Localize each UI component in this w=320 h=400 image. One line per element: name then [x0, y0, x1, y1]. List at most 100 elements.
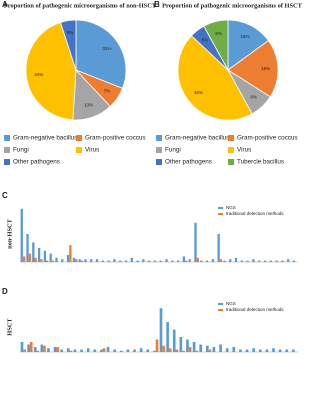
bar: [90, 259, 93, 262]
legend-swatch: [4, 135, 10, 141]
bar: [95, 259, 99, 262]
legend-label: NGS: [226, 301, 236, 306]
bar: [32, 242, 35, 262]
bar: [168, 348, 172, 352]
bar: [153, 350, 156, 352]
bar: [107, 260, 110, 262]
pie-slice: [75, 19, 127, 89]
bar: [29, 342, 33, 352]
bar: [102, 348, 106, 352]
bar: [51, 260, 55, 262]
pie-slice: [203, 19, 229, 71]
legend-label: Gram-negative bacillus: [13, 135, 77, 142]
bar: [175, 349, 179, 352]
legend-label: Virus: [85, 147, 99, 154]
bar: [66, 348, 70, 352]
legend-label: traditional detection methods: [226, 307, 284, 312]
panel-label: D: [2, 287, 8, 296]
legend-swatch: [228, 135, 234, 141]
y-axis-label: non-HSCT: [6, 218, 13, 249]
legend-swatch: [218, 303, 223, 305]
bar: [281, 260, 284, 262]
bar: [269, 260, 272, 262]
bar: [37, 248, 41, 262]
bar: [196, 257, 199, 262]
bar: [101, 260, 104, 262]
pie-label: 5%: [202, 38, 209, 43]
bar: [153, 260, 157, 262]
bar: [40, 259, 43, 262]
bar: [171, 260, 174, 262]
bar: [265, 349, 269, 352]
bar: [126, 349, 130, 352]
bar: [205, 260, 209, 262]
legend-label: Gram-negative bacillus: [165, 135, 229, 142]
bar: [192, 342, 196, 352]
legend-swatch: [4, 159, 10, 165]
bar: [186, 339, 189, 352]
bar: [27, 344, 30, 352]
bar: [217, 234, 220, 262]
bar: [119, 350, 123, 352]
bar: [136, 260, 139, 262]
panel-label: C: [2, 191, 8, 200]
pie-label: 13%: [84, 102, 93, 107]
bar: [172, 329, 176, 352]
bar: [86, 348, 90, 352]
pie-label: 8%: [215, 31, 222, 36]
bar: [239, 349, 242, 352]
bar: [212, 347, 216, 352]
bar: [28, 253, 32, 262]
bar: [20, 342, 24, 352]
legend-label: traditional detection methods: [226, 211, 284, 216]
pie-label: 19%: [261, 66, 270, 71]
legend-swatch: [4, 147, 10, 153]
legend-swatch: [218, 309, 223, 311]
bar: [246, 260, 249, 262]
bar: [292, 260, 296, 262]
bar: [165, 259, 168, 262]
bar: [34, 257, 37, 262]
bar: [66, 255, 70, 262]
legend-swatch: [218, 213, 223, 215]
bar: [240, 260, 243, 262]
bar: [232, 347, 236, 352]
bar: [113, 259, 116, 262]
bar: [60, 349, 64, 352]
pie-slice: [60, 19, 77, 71]
bar: [84, 259, 87, 262]
bar: [252, 259, 255, 262]
bar: [182, 350, 185, 352]
legend-label: NGS: [226, 205, 236, 210]
bar: [195, 350, 199, 352]
bar: [225, 348, 229, 352]
bar: [100, 349, 103, 352]
chart-title: Proportion of pathogenic microorganisms …: [4, 2, 157, 9]
pie-slice: [227, 40, 279, 98]
bar: [159, 308, 163, 352]
bar: [166, 322, 169, 352]
bar: [43, 345, 46, 352]
legend-label: Other pathogens: [13, 159, 60, 166]
bar: [252, 348, 255, 352]
bar: [188, 347, 192, 352]
bar: [56, 347, 60, 352]
bar: [78, 259, 81, 262]
bar: [292, 349, 295, 352]
y-axis-label: HSCT: [6, 318, 13, 336]
pie-slice: [25, 21, 77, 121]
bar: [223, 260, 226, 262]
bar: [275, 260, 278, 262]
legend-label: Virus: [237, 147, 251, 154]
bar: [133, 349, 136, 352]
legend-label: Fungi: [13, 147, 29, 154]
bar: [119, 260, 122, 262]
legend-swatch: [76, 135, 82, 141]
bar: [263, 260, 267, 262]
bar: [146, 349, 150, 352]
legend-label: Tubercle bacillus: [237, 159, 284, 166]
pie-label: 44%: [34, 72, 43, 77]
bar: [229, 259, 232, 262]
bar: [20, 208, 23, 262]
